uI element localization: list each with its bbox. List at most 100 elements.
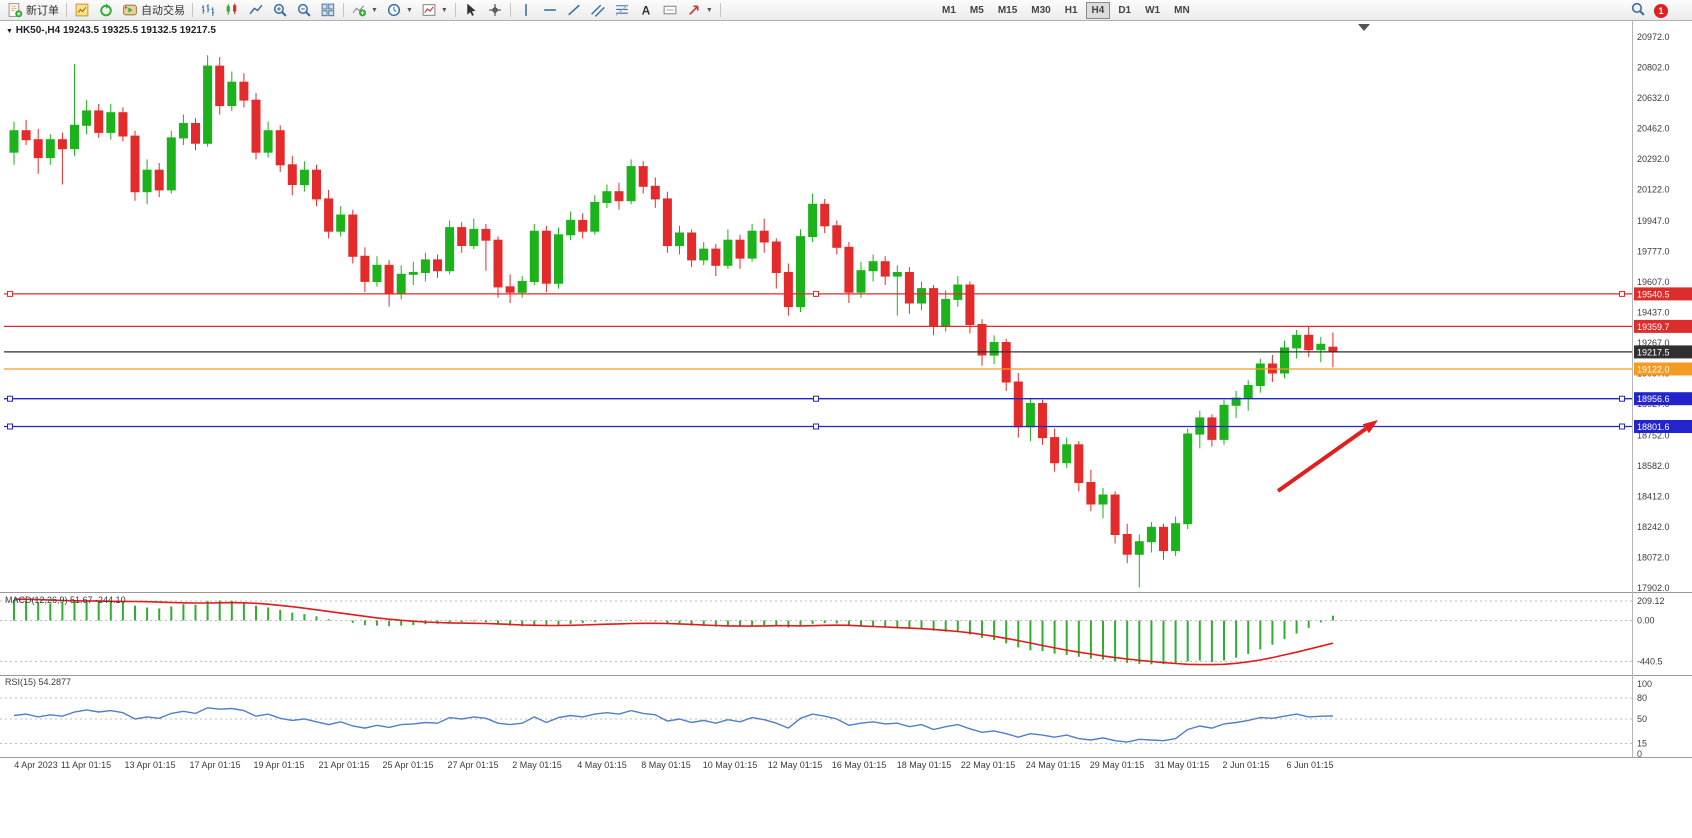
- cursor-button[interactable]: [459, 1, 483, 20]
- line-handle[interactable]: [7, 423, 13, 430]
- tile-windows-button[interactable]: [316, 1, 340, 20]
- trendline-button[interactable]: [562, 1, 586, 20]
- zoom-in-icon: [272, 2, 288, 18]
- svg-text:0.00: 0.00: [1637, 616, 1655, 626]
- zoom-in-button[interactable]: [268, 1, 292, 20]
- svg-text:209.12: 209.12: [1637, 596, 1665, 606]
- line-handle[interactable]: [813, 423, 819, 430]
- new-order-button[interactable]: 新订单: [3, 1, 63, 20]
- templates-icon: [421, 2, 437, 18]
- candlestick-chart-button[interactable]: [220, 1, 244, 20]
- indicator-level-lines: [0, 600, 1632, 744]
- new-order-icon: [7, 2, 23, 18]
- line-handle[interactable]: [813, 290, 819, 297]
- zoom-out-button[interactable]: [292, 1, 316, 20]
- svg-text:19122.0: 19122.0: [1637, 365, 1670, 375]
- svg-text:19540.5: 19540.5: [1637, 289, 1670, 299]
- timeframe-button-m30[interactable]: M30: [1031, 5, 1051, 16]
- timeframe-toolbar: M1 M5 M15 M30 H1 H4 D1 W1 MN: [935, 0, 1197, 21]
- trend-arrow-head[interactable]: [1362, 420, 1378, 434]
- line-handle[interactable]: [7, 395, 13, 402]
- chart-shift-marker[interactable]: [1358, 24, 1370, 31]
- price-badge: [1634, 362, 1692, 376]
- timeframe-button-m15[interactable]: M15: [997, 5, 1018, 16]
- crosshair-button[interactable]: [483, 1, 507, 20]
- periods-button[interactable]: ▼: [382, 1, 417, 20]
- auto-trading-button[interactable]: 自动交易: [118, 1, 189, 20]
- zoom-out-icon: [296, 2, 312, 18]
- svg-text:100: 100: [1637, 679, 1652, 689]
- line-handle[interactable]: [1619, 395, 1625, 402]
- arrows-button[interactable]: ▼: [682, 1, 717, 20]
- time-axis-label: 4 Apr 2023: [14, 760, 58, 770]
- timeframe-button-w1[interactable]: W1: [1145, 5, 1161, 16]
- navigator-button[interactable]: [94, 1, 118, 20]
- timeframe-button-d1[interactable]: D1: [1118, 5, 1132, 16]
- trend-arrow[interactable]: [1276, 427, 1367, 493]
- vertical-line-icon: [518, 2, 534, 18]
- crosshair-icon: [487, 2, 503, 18]
- macd-label: MACD(12,26,9) 51.67 -244.10: [5, 595, 126, 605]
- line-handle[interactable]: [1619, 423, 1625, 430]
- chevron-down-icon: ▼: [705, 6, 713, 14]
- text-label-button[interactable]: [658, 1, 682, 20]
- cursor-icon: [463, 2, 479, 18]
- time-axis-label: 6 Jun 01:15: [1286, 760, 1333, 770]
- svg-text:18072.0: 18072.0: [1637, 552, 1670, 562]
- svg-text:15: 15: [1637, 739, 1647, 749]
- time-axis-label: 8 May 01:15: [641, 760, 691, 770]
- market-watch-button[interactable]: [70, 1, 94, 20]
- indicators-button[interactable]: ▼: [347, 1, 382, 20]
- vertical-line-button[interactable]: [514, 1, 538, 20]
- search-icon[interactable]: [1630, 1, 1646, 20]
- time-axis-label: 19 Apr 01:15: [253, 760, 304, 770]
- svg-text:-440.5: -440.5: [1637, 657, 1663, 667]
- svg-text:A: A: [642, 4, 651, 17]
- price-badge: [1634, 345, 1692, 359]
- chevron-down-icon: ▼: [440, 6, 448, 14]
- time-axis-label: 18 May 01:15: [897, 760, 952, 770]
- bar-chart-button[interactable]: [196, 1, 220, 20]
- line-handle[interactable]: [7, 290, 13, 297]
- timeframe-button-mn[interactable]: MN: [1174, 5, 1190, 16]
- chevron-down-icon: ▼: [371, 6, 378, 14]
- horizontal-line-button[interactable]: [538, 1, 562, 20]
- navigator-icon: [98, 2, 114, 18]
- timeframe-button-h4[interactable]: H4: [1085, 2, 1111, 19]
- svg-text:19607.0: 19607.0: [1637, 277, 1670, 287]
- price-badge: [1634, 287, 1692, 301]
- line-handle[interactable]: [813, 395, 819, 402]
- line-handle[interactable]: [1619, 290, 1625, 297]
- toolbar-separator: [719, 3, 721, 17]
- time-axis-label: 29 May 01:15: [1090, 760, 1145, 770]
- text-button[interactable]: A: [634, 1, 658, 20]
- notification-badge[interactable]: 1: [1654, 3, 1668, 18]
- svg-text:19267.0: 19267.0: [1637, 338, 1670, 348]
- svg-text:80: 80: [1637, 693, 1647, 703]
- svg-text:0: 0: [1637, 749, 1642, 759]
- templates-button[interactable]: ▼: [417, 1, 452, 20]
- equidistant-channel-button[interactable]: [586, 1, 610, 20]
- time-axis-label: 25 Apr 01:15: [382, 760, 433, 770]
- fibonacci-button[interactable]: [610, 1, 634, 20]
- timeframe-button-h1[interactable]: H1: [1064, 5, 1078, 16]
- toolbar-separator: [509, 3, 511, 17]
- time-axis-label: 31 May 01:15: [1155, 760, 1210, 770]
- time-axis-label: 17 Apr 01:15: [189, 760, 240, 770]
- time-axis-label: 2 Jun 01:15: [1222, 760, 1269, 770]
- price-badge: [1634, 392, 1692, 406]
- bar-chart-icon: [200, 2, 216, 18]
- text-label-icon: [662, 2, 678, 18]
- svg-text:17902.0: 17902.0: [1637, 583, 1670, 593]
- candlestick-chart-icon: [224, 2, 240, 18]
- svg-text:19777.0: 19777.0: [1637, 246, 1670, 256]
- main-toolbar: 新订单 自动交易 ▼ ▼ ▼ A ▼ M1 M5 M15 M30 H1 H4 D1 W1 M: [0, 0, 1692, 21]
- timeframe-button-m5[interactable]: M5: [969, 5, 984, 16]
- timeframe-button-m1[interactable]: M1: [942, 5, 956, 16]
- svg-text:19359.7: 19359.7: [1637, 322, 1670, 332]
- line-chart-button[interactable]: [244, 1, 268, 20]
- svg-text:50: 50: [1637, 714, 1647, 724]
- svg-text:18752.0: 18752.0: [1637, 430, 1670, 440]
- chevron-down-icon: ▼: [405, 6, 413, 14]
